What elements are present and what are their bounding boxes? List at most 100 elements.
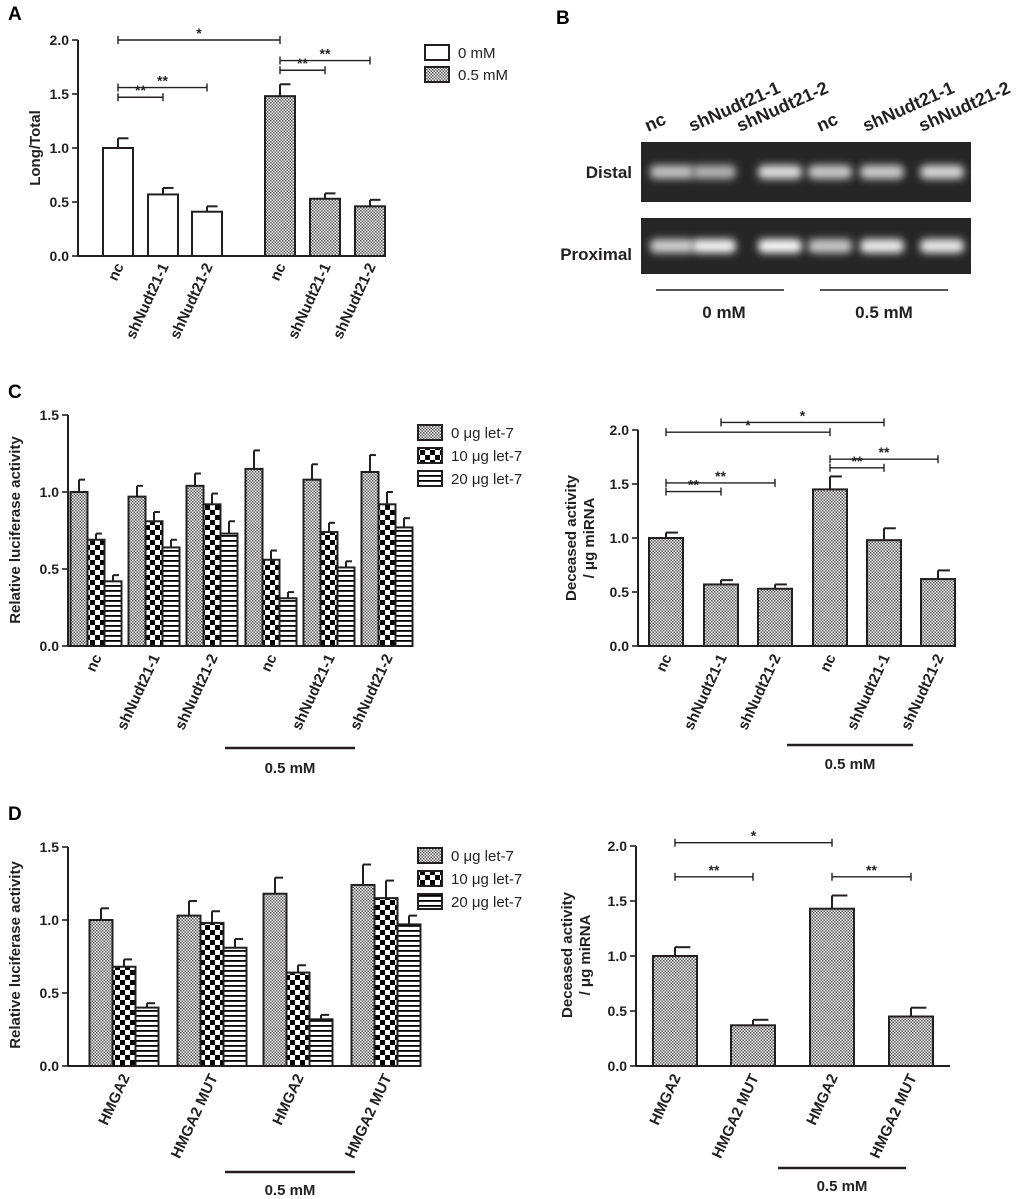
bar	[920, 578, 956, 647]
category-label: nc	[258, 652, 281, 675]
y-tick-label: 1.5	[608, 893, 628, 909]
bar	[308, 1018, 334, 1068]
bar	[350, 883, 376, 1068]
group-label: 0.5 mM	[265, 1182, 316, 1199]
y-tick-label: 0.0	[610, 638, 630, 654]
y-axis-label: Deceased activity/ μg miRNA	[563, 474, 598, 601]
category-label: HMGA2	[646, 1072, 684, 1128]
significance-label: *	[745, 417, 751, 433]
bar	[354, 205, 386, 258]
gel-band	[860, 239, 904, 253]
y-axis-label: Relative luciferase activity	[7, 436, 24, 624]
y-tick-label: 2.0	[610, 422, 630, 438]
category-label: shNudt21-1	[681, 652, 731, 733]
y-tick-label: 0.0	[50, 248, 70, 264]
legend-label: 10 μg let-7	[451, 871, 522, 888]
category-label: shNudt21-2	[898, 652, 948, 733]
significance-label: **	[852, 453, 863, 469]
bar	[134, 1006, 160, 1067]
significance-label: **	[709, 862, 720, 878]
gel-band	[860, 165, 904, 179]
y-tick-label: 1.0	[608, 948, 628, 964]
bar	[161, 546, 181, 647]
y-tick-label: 0.0	[608, 1058, 628, 1074]
category-label: HMGA2	[95, 1072, 133, 1128]
significance-label: **	[157, 73, 168, 89]
legend-label: 0 mM	[458, 45, 496, 62]
chart-a: 0.00.51.01.52.0Long/TotalncshNudt21-1shN…	[27, 25, 508, 342]
panel-label-c: C	[8, 382, 22, 403]
bar	[222, 946, 248, 1067]
bar	[144, 520, 164, 648]
legend-swatch	[417, 424, 443, 441]
gel-lane-label: nc	[641, 109, 668, 136]
y-tick-label: 1.5	[40, 407, 60, 423]
chart-c-left: 0.0 0.5 1.0 1.5 Relative luciferase activity…	[7, 407, 522, 777]
bar	[185, 484, 205, 647]
legend-swatch	[417, 893, 443, 910]
category-label: shNudt21-2	[347, 652, 397, 733]
bar	[127, 495, 147, 647]
bar	[888, 1015, 934, 1067]
y-tick-label: 2.0	[608, 838, 628, 854]
legend-label: 0 μg let-7	[451, 425, 514, 442]
y-tick-label: 0.5	[610, 584, 630, 600]
significance-label: **	[879, 444, 890, 460]
bar	[703, 583, 739, 648]
y-tick-label: 0.5	[40, 561, 60, 577]
gel-band	[808, 165, 852, 179]
bar	[191, 210, 223, 257]
legend-swatch	[417, 847, 443, 864]
gel-band	[808, 239, 852, 253]
bar	[86, 538, 106, 647]
bar	[373, 897, 399, 1067]
bar	[866, 539, 902, 647]
bar	[302, 478, 322, 647]
legend-swatch	[424, 66, 450, 83]
bar	[261, 558, 281, 648]
chart-d-left: 0.0 0.5 1.0 1.5 Relative luciferase activity…	[7, 839, 522, 1199]
category-label: HMGA2	[803, 1072, 841, 1128]
y-tick-label: 2.0	[50, 32, 70, 48]
bar	[69, 491, 89, 647]
bar	[757, 587, 793, 648]
bar	[396, 923, 422, 1067]
category-label: nc	[653, 652, 676, 675]
bar	[88, 919, 114, 1067]
bar	[377, 503, 397, 647]
category-label: shNudt21-1	[844, 652, 894, 733]
legend-swatch	[417, 447, 443, 464]
panel-label-a: A	[8, 4, 22, 25]
legend-label: 0.5 mM	[458, 67, 508, 84]
y-tick-label: 1.5	[40, 839, 60, 855]
bar	[319, 531, 339, 647]
gel-group-label: 0.5 mM	[855, 303, 913, 322]
category-label: shNudt21-1	[285, 261, 335, 342]
category-label: nc	[105, 261, 128, 284]
group-label: 0.5 mM	[817, 1178, 868, 1195]
bar	[102, 147, 134, 257]
bar	[244, 467, 264, 647]
gel-band	[758, 165, 802, 179]
significance-label: **	[866, 862, 877, 878]
legend-label: 10 μg let-7	[451, 448, 522, 465]
bar	[309, 197, 341, 257]
category-label: HMGA2 MUT	[709, 1072, 763, 1162]
category-label: shNudt21-2	[167, 261, 217, 342]
gel-band	[920, 239, 964, 253]
bar	[264, 95, 296, 257]
y-tick-label: 1.0	[50, 140, 70, 156]
bar	[262, 892, 288, 1067]
legend-swatch	[417, 870, 443, 887]
gel-group-label: 0 mM	[702, 303, 745, 322]
y-tick-label: 1.0	[40, 484, 60, 500]
gel-band	[650, 165, 694, 179]
bar	[199, 921, 225, 1067]
bar	[278, 597, 298, 648]
category-label: shNudt21-2	[172, 652, 222, 733]
bar	[360, 470, 380, 648]
bar	[652, 955, 698, 1067]
bar	[147, 193, 179, 258]
category-label: shNudt21-1	[289, 652, 339, 733]
